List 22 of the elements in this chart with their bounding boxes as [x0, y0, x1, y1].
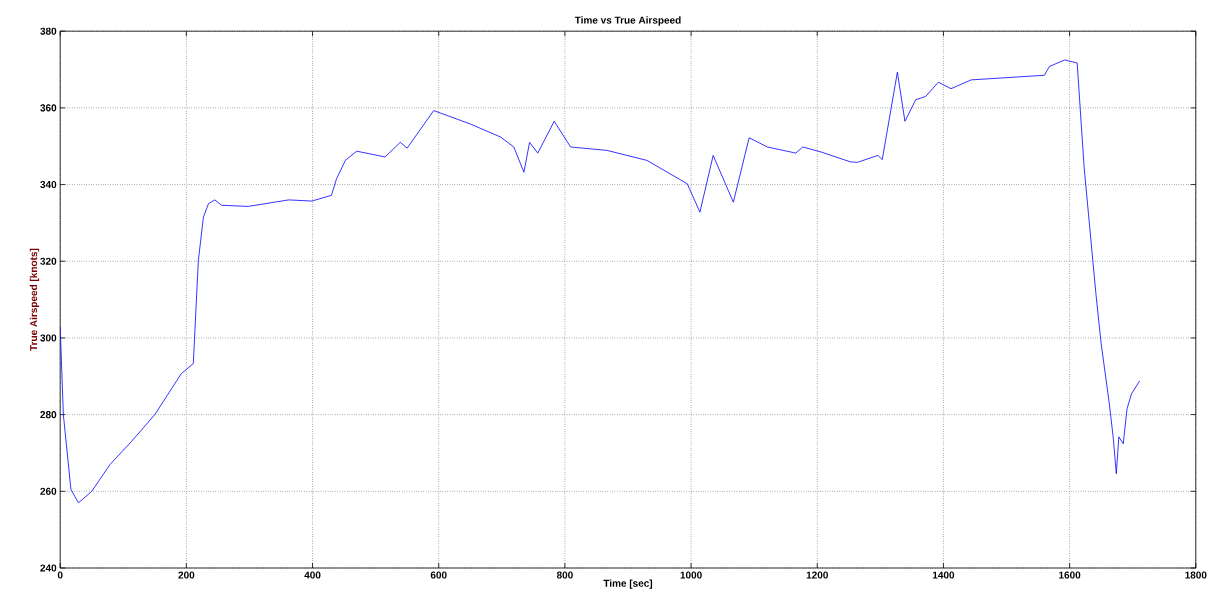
y-tick-label: 320: [40, 257, 57, 265]
y-tick-label: 360: [40, 104, 57, 112]
y-tick-label: 240: [40, 564, 57, 572]
y-tick-label: 260: [40, 487, 57, 495]
x-tick-label: 1600: [1059, 571, 1081, 579]
x-tick-label: 400: [304, 571, 321, 579]
x-tick-label: 200: [178, 571, 195, 579]
x-tick-label: 600: [430, 571, 447, 579]
x-tick-label: 800: [556, 571, 573, 579]
y-tick-label: 300: [40, 334, 57, 342]
y-tick-label: 380: [40, 27, 57, 35]
x-tick-label: 1000: [680, 571, 702, 579]
y-tick-label: 280: [40, 410, 57, 419]
x-tick-label: 1200: [806, 571, 828, 579]
y-axis-title: True Airspeed [knots]: [29, 248, 40, 351]
x-tick-label: 1400: [932, 571, 955, 579]
x-axis-title: Time [sec]: [603, 579, 653, 589]
x-tick-label: 1800: [1185, 571, 1207, 579]
x-tick-label: 0: [57, 571, 63, 579]
y-tick-label: 340: [40, 180, 57, 189]
chart-title: Time vs True Airspeed: [574, 16, 681, 26]
line-series: [60, 59, 1141, 504]
